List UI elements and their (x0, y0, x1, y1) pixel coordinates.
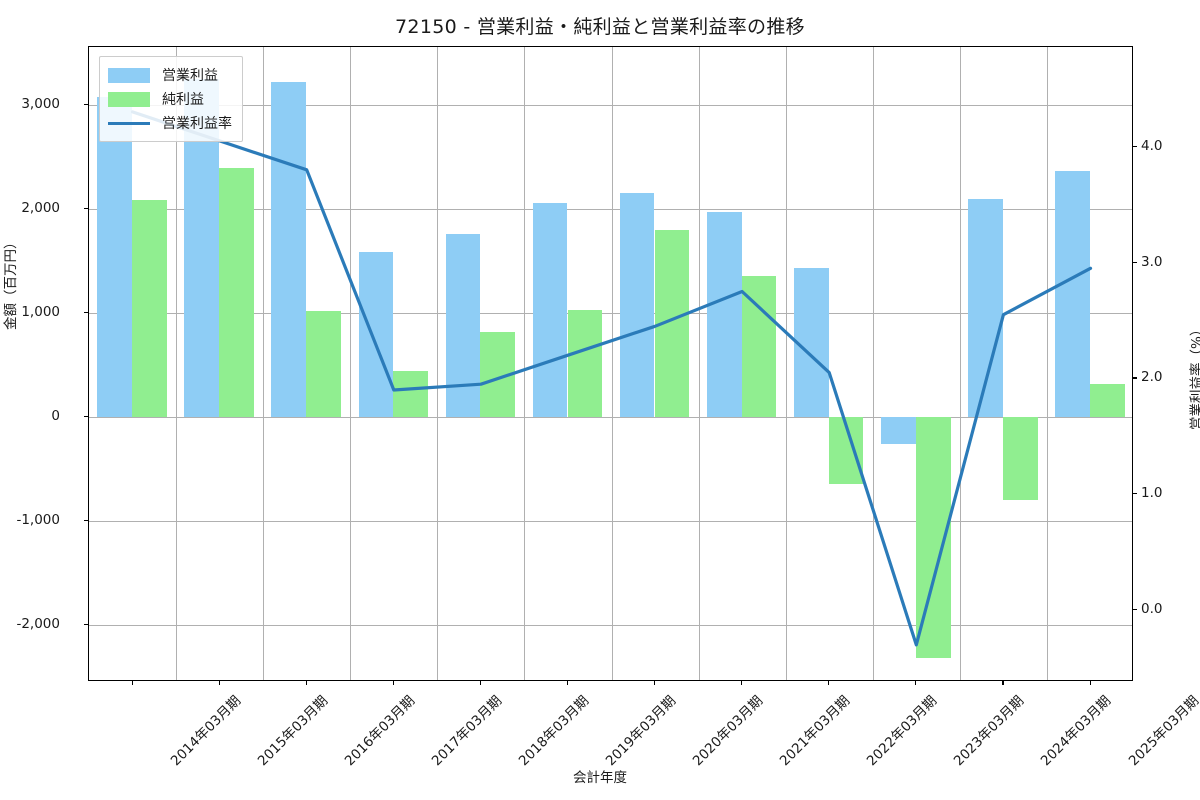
x-axis-label: 会計年度 (573, 770, 627, 786)
y-axis-right-tick-label: 2.0 (1141, 369, 1163, 386)
y-axis-right-tick-label: 1.0 (1141, 485, 1163, 502)
x-axis-tick-label: 2020年03月期 (689, 692, 767, 770)
x-axis-tick-mark (479, 681, 482, 685)
x-axis-tick-label: 2021年03月期 (776, 692, 854, 770)
gridline-vertical (263, 47, 265, 680)
gridline-horizontal (89, 105, 1132, 107)
gridline-horizontal (89, 209, 1132, 211)
bar-operating-profit (706, 212, 742, 417)
y-axis-left-tick-mark (84, 312, 88, 314)
bar-net-profit (1090, 383, 1125, 417)
gridline-vertical (350, 47, 352, 680)
bar-net-profit (393, 371, 429, 417)
y-axis-right-tick-mark (1133, 609, 1137, 611)
x-axis-tick-label: 2014年03月期 (167, 692, 244, 770)
x-axis-tick-label: 2018年03月期 (515, 692, 593, 770)
x-axis-tick-label: 2017年03月期 (428, 692, 505, 770)
y-axis-right-tick-mark (1133, 493, 1137, 495)
chart-legend: 営業利益 純利益 営業利益率 (99, 56, 243, 142)
y-axis-left-tick-label: 1,000 (21, 304, 60, 321)
y-axis-left-tick-mark (84, 416, 88, 418)
x-axis-tick-mark (131, 681, 133, 685)
gridline-horizontal (89, 417, 1132, 418)
gridline-horizontal (89, 313, 1132, 315)
bar-operating-profit (793, 268, 829, 417)
y-axis-right-tick-label: 4.0 (1141, 137, 1163, 154)
x-axis-tick-mark (218, 681, 220, 685)
gridline-vertical (785, 47, 787, 680)
gridline-horizontal (89, 520, 1132, 522)
gridline-vertical (611, 47, 613, 680)
gridline-vertical (872, 47, 874, 680)
bar-operating-profit (1055, 170, 1090, 417)
x-axis-tick-label: 2022年03月期 (863, 692, 941, 770)
legend-item: 純利益 (108, 87, 232, 111)
gridline-vertical (959, 47, 961, 680)
gridline-horizontal (89, 624, 1132, 626)
gridline-vertical (1046, 47, 1048, 680)
bar-operating-profit (358, 251, 394, 417)
y-axis-left-tick-label: 3,000 (21, 96, 60, 113)
x-axis-tick-mark (828, 681, 830, 685)
bar-operating-profit (97, 96, 132, 417)
chart-title: 72150 - 営業利益・純利益と営業利益率の推移 (395, 16, 805, 38)
bar-net-profit (132, 199, 167, 417)
legend-swatch-operating-profit (108, 67, 150, 83)
bar-operating-profit (881, 417, 916, 444)
y-axis-left-tick-label: -2,000 (16, 615, 60, 632)
bar-net-profit (306, 311, 341, 417)
bar-operating-profit (532, 202, 568, 417)
legend-label-operating-profit: 営業利益 (162, 68, 218, 84)
legend-label-net-profit: 純利益 (162, 92, 204, 108)
plot-area: 営業利益 純利益 営業利益率 (88, 46, 1133, 681)
bar-net-profit (567, 309, 603, 417)
y-axis-right-tick-mark (1133, 377, 1137, 379)
x-axis-tick-label: 2016年03月期 (341, 692, 418, 770)
y-axis-left-tick-label: -1,000 (16, 511, 60, 528)
y-axis-left-tick-mark (84, 104, 88, 106)
y-axis-left-tick-label: 0 (51, 408, 60, 424)
operating-margin-line (130, 110, 1093, 647)
x-axis-tick-label: 2024年03月期 (1038, 692, 1115, 770)
legend-swatch-operating-margin (108, 121, 150, 125)
gridline-vertical (176, 47, 178, 680)
x-axis-tick-label: 2019年03月期 (602, 692, 680, 770)
x-axis-tick-mark (567, 681, 569, 685)
y-axis-right-tick-mark (1133, 145, 1137, 147)
gridline-vertical (437, 47, 439, 680)
x-axis-tick-mark (915, 681, 917, 685)
y-axis-right-tick-mark (1133, 261, 1137, 263)
x-axis-tick-label: 2023年03月期 (951, 692, 1028, 770)
x-axis-tick-mark (1002, 681, 1004, 685)
gridline-vertical (698, 47, 700, 680)
legend-item: 営業利益率 (108, 111, 232, 135)
y-axis-left-tick-label: 2,000 (21, 200, 60, 217)
x-axis-tick-mark (741, 681, 743, 685)
bar-net-profit (741, 275, 777, 417)
bar-operating-profit (271, 82, 307, 417)
bar-net-profit (1002, 417, 1038, 501)
y-axis-left-tick-mark (84, 519, 88, 522)
bar-operating-profit (619, 192, 655, 417)
legend-swatch-net-profit (108, 91, 150, 107)
x-axis-tick-mark (654, 681, 656, 685)
x-axis-tick-mark (1089, 681, 1091, 685)
legend-item: 営業利益 (108, 63, 232, 87)
y-axis-left-tick-mark (84, 208, 88, 210)
y-axis-right-tick-label: 3.0 (1141, 253, 1163, 270)
y-axis-right-tick-label: 0.0 (1141, 601, 1163, 618)
bar-net-profit (219, 167, 254, 417)
x-axis-tick-label: 2015年03月期 (254, 692, 331, 770)
x-axis-tick-mark (392, 681, 394, 685)
line-series-layer (130, 110, 1093, 647)
gridline-vertical (524, 47, 526, 680)
legend-label-operating-margin: 営業利益率 (162, 116, 232, 132)
x-axis-tick-mark (305, 681, 307, 685)
y-axis-left-tick-mark (84, 623, 88, 625)
x-axis-tick-label: 2025年03月期 (1125, 692, 1200, 770)
